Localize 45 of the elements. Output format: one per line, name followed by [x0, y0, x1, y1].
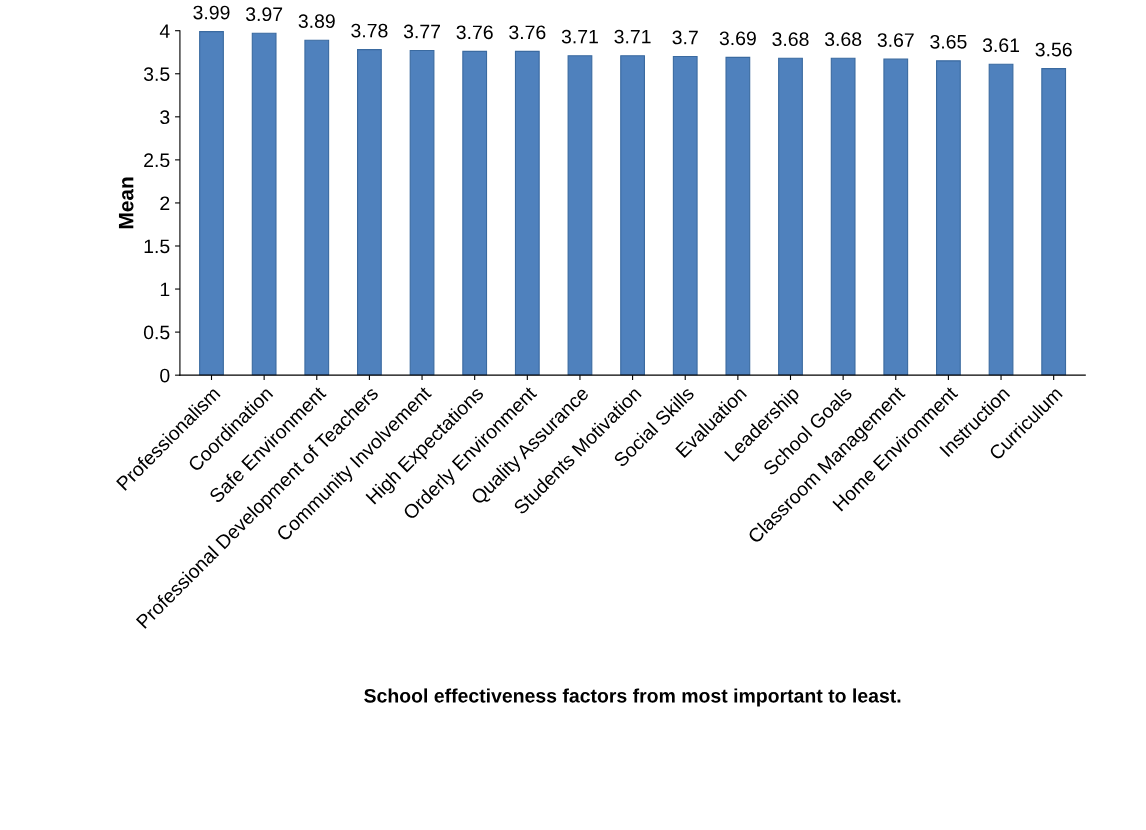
y-axis-title: Mean — [118, 177, 134, 229]
bar — [409, 49, 435, 376]
y-tick-label: 1 — [160, 282, 170, 297]
bar — [936, 60, 961, 376]
bar — [304, 39, 330, 376]
y-tick-label: 1.5 — [144, 239, 170, 254]
bar — [462, 50, 488, 376]
bar — [883, 58, 909, 376]
data-label: 3.76 — [509, 25, 546, 40]
data-label: 3.67 — [877, 33, 914, 47]
y-tick-label: 0.5 — [143, 325, 170, 340]
data-label: 3.97 — [245, 7, 283, 22]
data-label: 3.56 — [1035, 42, 1072, 57]
data-label: 3.65 — [930, 34, 967, 49]
data-label: 3.71 — [614, 29, 651, 44]
bar — [725, 56, 751, 376]
y-tick-label: 4 — [159, 24, 170, 38]
data-label: 3.89 — [298, 14, 335, 29]
bar — [1041, 68, 1067, 376]
bar — [567, 55, 593, 376]
y-tick-label: 3.5 — [143, 67, 170, 81]
bar — [672, 55, 698, 376]
y-tick-label: 2.5 — [144, 153, 170, 168]
data-label: 3.71 — [561, 29, 598, 44]
bar — [514, 50, 540, 376]
bar — [251, 32, 277, 376]
bar — [199, 31, 224, 376]
bar — [778, 57, 803, 376]
bar — [830, 57, 856, 376]
x-axis-title: School effectiveness factors from most important to least. — [364, 688, 901, 707]
data-label: 3.7 — [672, 30, 698, 45]
data-label: 3.68 — [824, 32, 862, 47]
data-label: 3.78 — [351, 23, 388, 38]
data-label: 3.61 — [982, 38, 1020, 53]
data-label: 3.99 — [193, 5, 230, 20]
y-tick-label: 0 — [160, 368, 170, 383]
data-label: 3.76 — [456, 25, 493, 40]
bar — [988, 63, 1014, 376]
data-label: 3.68 — [772, 32, 809, 47]
data-label: 3.77 — [403, 24, 440, 39]
data-label: 3.69 — [719, 31, 756, 46]
y-tick-label: 2 — [160, 196, 170, 210]
y-tick-label: 3 — [160, 110, 170, 125]
bar — [620, 55, 645, 376]
bar — [357, 49, 382, 376]
